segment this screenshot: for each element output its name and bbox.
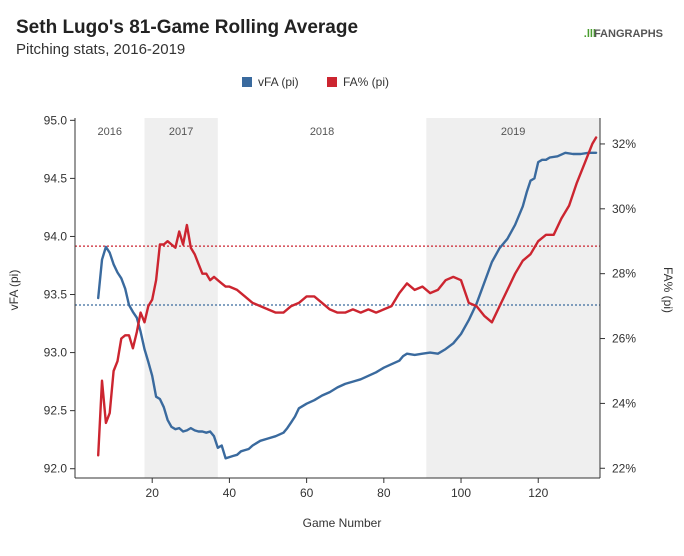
season-band-2017	[144, 118, 218, 478]
legend-swatch-vfa	[242, 77, 252, 87]
legend-swatch-fa-pct	[327, 77, 337, 87]
legend-label-fa-pct: FA% (pi)	[343, 75, 389, 89]
legend: vFA (pi) FA% (pi)	[242, 75, 389, 89]
y-left-tick-label-94.5: 94.5	[44, 171, 68, 185]
season-label-2017: 2017	[169, 126, 193, 138]
season-label-2016: 2016	[98, 126, 122, 138]
season-band-2019	[426, 118, 600, 478]
x-tick-label-120: 120	[528, 486, 548, 500]
x-tick-label-40: 40	[223, 486, 237, 500]
y-right-tick-label-22: 22%	[612, 461, 636, 475]
y-left-tick-label-92.5: 92.5	[44, 404, 68, 418]
legend-label-vfa: vFA (pi)	[258, 75, 299, 89]
y-left-tick-label-93.5: 93.5	[44, 288, 68, 302]
axes: 20 40 60 80 100 120 92.0 92.5 93.0 93.5 94.0 94.5 95…	[44, 113, 637, 500]
series-line-vfa	[97, 151, 598, 460]
y-right-tick-label-24: 24%	[612, 396, 636, 410]
x-tick-label-80: 80	[377, 486, 391, 500]
chart-title: Seth Lugo's 81-Game Rolling Average	[16, 17, 358, 38]
y-left-tick-label-93.0: 93.0	[44, 346, 68, 360]
chart-subtitle: Pitching stats, 2016-2019	[16, 41, 185, 58]
x-axis-label: Game Number	[303, 516, 382, 530]
y-axis-left-label: vFA (pi)	[7, 270, 21, 311]
y-right-tick-label-30: 30%	[612, 202, 636, 216]
x-tick-label-20: 20	[146, 486, 160, 500]
reference-lines	[75, 245, 600, 306]
y-right-tick-label-28: 28%	[612, 267, 636, 281]
season-label-2019: 2019	[501, 126, 525, 138]
series-line-fa-pct	[97, 136, 598, 457]
y-right-tick-label-26: 26%	[612, 332, 636, 346]
y-left-tick-label-92.0: 92.0	[44, 462, 68, 476]
data-series	[97, 136, 598, 460]
y-left-tick-label-95.0: 95.0	[44, 113, 68, 127]
season-bands: 2016 2017 2018 2019	[98, 118, 600, 478]
y-axis-right-label: FA% (pi)	[661, 267, 675, 313]
fangraphs-logo-mark: .lll	[584, 28, 596, 40]
fangraphs-logo-text: FANGRAPHS	[594, 28, 663, 40]
x-tick-label-100: 100	[451, 486, 471, 500]
x-tick-label-60: 60	[300, 486, 314, 500]
season-label-2018: 2018	[310, 126, 334, 138]
y-right-tick-label-32: 32%	[612, 137, 636, 151]
y-left-tick-label-94.0: 94.0	[44, 229, 68, 243]
fangraphs-logo: .lll FANGRAPHS	[584, 28, 663, 40]
